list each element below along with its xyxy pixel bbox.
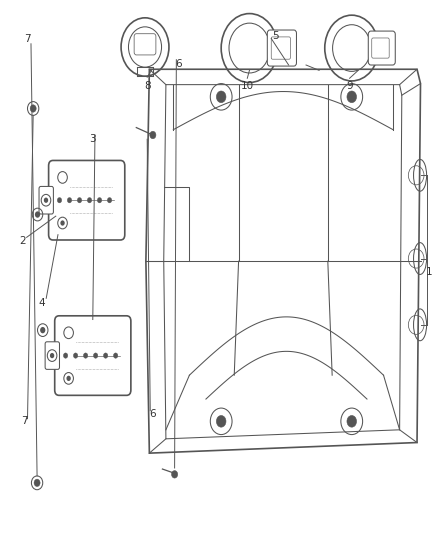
Circle shape xyxy=(103,353,108,358)
Circle shape xyxy=(93,353,98,358)
Circle shape xyxy=(78,198,82,203)
Text: 6: 6 xyxy=(149,409,156,419)
Text: 2: 2 xyxy=(19,236,25,246)
Circle shape xyxy=(67,198,72,203)
Circle shape xyxy=(44,198,48,203)
Circle shape xyxy=(83,353,88,358)
Circle shape xyxy=(172,471,178,478)
Text: 10: 10 xyxy=(241,81,254,91)
Text: 1: 1 xyxy=(426,267,432,277)
Circle shape xyxy=(107,198,112,203)
Circle shape xyxy=(113,353,118,358)
Circle shape xyxy=(35,212,40,217)
Circle shape xyxy=(30,105,36,112)
Text: 8: 8 xyxy=(144,81,151,91)
Circle shape xyxy=(50,353,54,358)
FancyBboxPatch shape xyxy=(271,37,290,59)
FancyBboxPatch shape xyxy=(55,316,131,395)
Circle shape xyxy=(97,198,102,203)
Circle shape xyxy=(60,220,65,225)
FancyBboxPatch shape xyxy=(134,34,156,55)
Circle shape xyxy=(40,327,46,333)
Circle shape xyxy=(67,376,71,381)
FancyBboxPatch shape xyxy=(45,342,60,369)
FancyBboxPatch shape xyxy=(39,187,53,214)
Text: 4: 4 xyxy=(38,297,45,308)
Text: 7: 7 xyxy=(24,34,31,44)
Circle shape xyxy=(64,353,68,358)
FancyBboxPatch shape xyxy=(267,30,297,66)
Circle shape xyxy=(347,91,357,103)
Circle shape xyxy=(216,91,226,103)
Text: 5: 5 xyxy=(272,31,279,41)
FancyBboxPatch shape xyxy=(372,38,389,58)
Circle shape xyxy=(57,198,62,203)
Circle shape xyxy=(34,479,40,487)
FancyBboxPatch shape xyxy=(49,160,125,240)
FancyBboxPatch shape xyxy=(368,31,395,65)
Circle shape xyxy=(74,353,78,358)
Circle shape xyxy=(87,198,92,203)
Circle shape xyxy=(216,416,226,427)
Text: 3: 3 xyxy=(89,134,96,144)
Circle shape xyxy=(347,416,357,427)
Circle shape xyxy=(150,131,156,139)
Text: 9: 9 xyxy=(346,81,353,91)
Text: 7: 7 xyxy=(21,416,27,426)
Text: 6: 6 xyxy=(176,59,182,69)
